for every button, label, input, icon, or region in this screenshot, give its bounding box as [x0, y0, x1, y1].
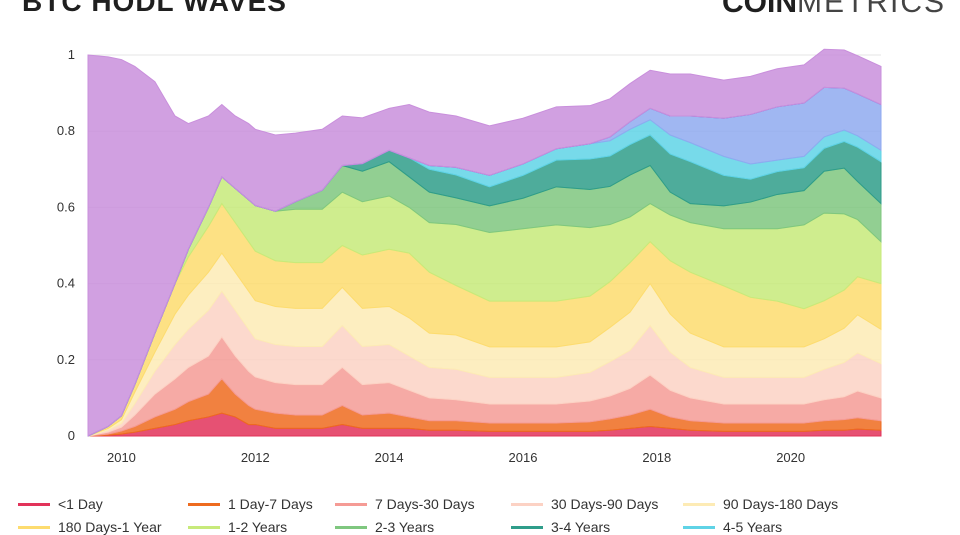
legend-swatch: [511, 525, 543, 529]
legend-swatch: [188, 502, 220, 506]
legend-swatch: [511, 502, 543, 506]
legend-swatch: [335, 525, 367, 529]
y-tick-label: 0: [68, 428, 75, 443]
y-tick-label: 0.2: [57, 352, 75, 367]
legend-swatch: [18, 525, 50, 529]
legend-label: 1 Day-7 Days: [228, 496, 313, 512]
chart-title: BTC HODL WAVES: [22, 0, 287, 17]
legend-item: 7 Days-30 Days: [335, 496, 475, 512]
hodl-waves-chart: 0 0.2 0.4 0.6 0.8 1 2010 2012 2014 2016 2018 2020: [57, 47, 882, 465]
legend-swatch: [18, 502, 50, 506]
legend-label: 4-5 Years: [723, 519, 783, 535]
legend-label: 90 Days-180 Days: [723, 496, 839, 512]
x-axis-ticks: 2010 2012 2014 2016 2018 2020: [107, 450, 805, 465]
legend-swatch: [335, 502, 367, 506]
legend-swatch: [188, 525, 220, 529]
x-tick-label: 2014: [375, 450, 404, 465]
area-series: [87, 48, 882, 437]
legend-swatch: [683, 502, 715, 506]
y-axis-ticks: 0 0.2 0.4 0.6 0.8 1: [57, 47, 75, 443]
legend-item: 3-4 Years: [511, 519, 610, 535]
legend-label: 3-4 Years: [551, 519, 611, 535]
y-tick-label: 0.4: [57, 276, 75, 291]
y-tick-label: 1: [68, 47, 75, 62]
logo-light-text: METRICS: [797, 0, 946, 19]
coinmetrics-logo: COINMETRICS: [722, 0, 946, 20]
legend-label: <1 Day: [58, 496, 103, 512]
legend-item: 180 Days-1 Year: [18, 519, 162, 535]
legend-item: <1 Day: [18, 496, 103, 512]
y-tick-label: 0.6: [57, 199, 75, 214]
legend-item: 4-5 Years: [683, 519, 782, 535]
legend-label: 7 Days-30 Days: [375, 496, 475, 512]
legend-item: 30 Days-90 Days: [511, 496, 658, 512]
legend-swatch: [683, 525, 715, 529]
x-tick-label: 2016: [509, 450, 538, 465]
area--10-years: [87, 48, 882, 437]
legend-label: 1-2 Years: [228, 519, 288, 535]
x-tick-label: 2020: [776, 450, 805, 465]
legend-label: 30 Days-90 Days: [551, 496, 659, 512]
legend-item: 2-3 Years: [335, 519, 434, 535]
x-tick-label: 2018: [642, 450, 671, 465]
x-tick-label: 2012: [241, 450, 270, 465]
legend-item: 1 Day-7 Days: [188, 496, 313, 512]
logo-bold-text: COIN: [722, 0, 797, 19]
x-tick-label: 2010: [107, 450, 136, 465]
legend-label: 2-3 Years: [375, 519, 435, 535]
legend-item: 1-2 Years: [188, 519, 287, 535]
legend-label: 180 Days-1 Year: [58, 519, 162, 535]
legend-item: 90 Days-180 Days: [683, 496, 838, 512]
y-tick-label: 0.8: [57, 123, 75, 138]
